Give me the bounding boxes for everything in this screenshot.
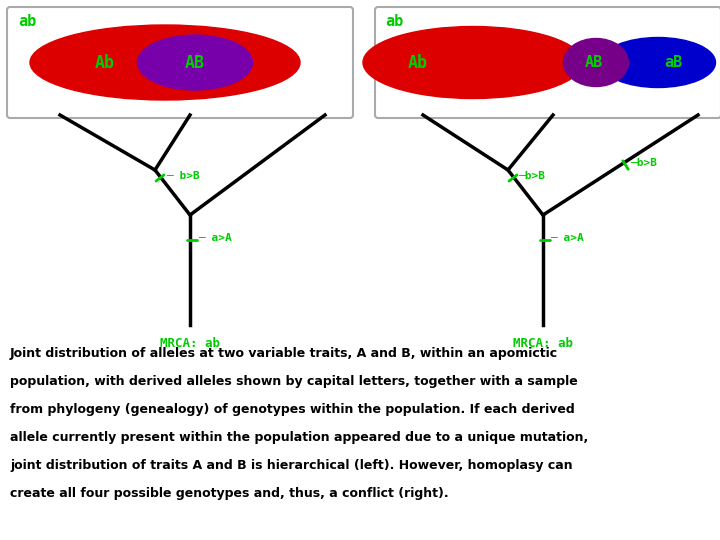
Text: allele currently present within the population appeared due to a unique mutation: allele currently present within the popu… bbox=[10, 431, 588, 444]
Text: Ab: Ab bbox=[95, 53, 115, 71]
Text: joint distribution of traits A and B is hierarchical (left). However, homoplasy : joint distribution of traits A and B is … bbox=[10, 459, 572, 472]
Text: ─ b>B: ─ b>B bbox=[166, 171, 199, 181]
Text: ab: ab bbox=[18, 14, 36, 29]
Ellipse shape bbox=[363, 26, 583, 98]
Text: from phylogeny (genealogy) of genotypes within the population. If each derived: from phylogeny (genealogy) of genotypes … bbox=[10, 403, 575, 416]
Text: AB: AB bbox=[185, 53, 205, 71]
Text: ab: ab bbox=[385, 14, 403, 29]
Text: Ab: Ab bbox=[408, 53, 428, 71]
Text: ─ a>A: ─ a>A bbox=[198, 233, 232, 243]
Ellipse shape bbox=[564, 38, 629, 86]
Ellipse shape bbox=[138, 35, 253, 90]
Text: population, with derived alleles shown by capital letters, together with a sampl: population, with derived alleles shown b… bbox=[10, 375, 577, 388]
Text: MRCA: ab: MRCA: ab bbox=[513, 337, 573, 350]
Ellipse shape bbox=[600, 37, 716, 87]
FancyBboxPatch shape bbox=[375, 7, 720, 118]
Text: AB: AB bbox=[585, 55, 603, 70]
Text: Joint distribution of alleles at two variable traits, A and B, within an apomict: Joint distribution of alleles at two var… bbox=[10, 347, 558, 360]
Text: create all four possible genotypes and, thus, a conflict (right).: create all four possible genotypes and, … bbox=[10, 487, 449, 500]
FancyBboxPatch shape bbox=[7, 7, 353, 118]
Text: aB: aB bbox=[664, 55, 682, 70]
Text: ─b>B: ─b>B bbox=[518, 171, 545, 181]
Text: ─b>B: ─b>B bbox=[631, 158, 657, 168]
Text: ─ a>A: ─ a>A bbox=[550, 233, 584, 243]
Text: MRCA: ab: MRCA: ab bbox=[160, 337, 220, 350]
Ellipse shape bbox=[30, 25, 300, 100]
